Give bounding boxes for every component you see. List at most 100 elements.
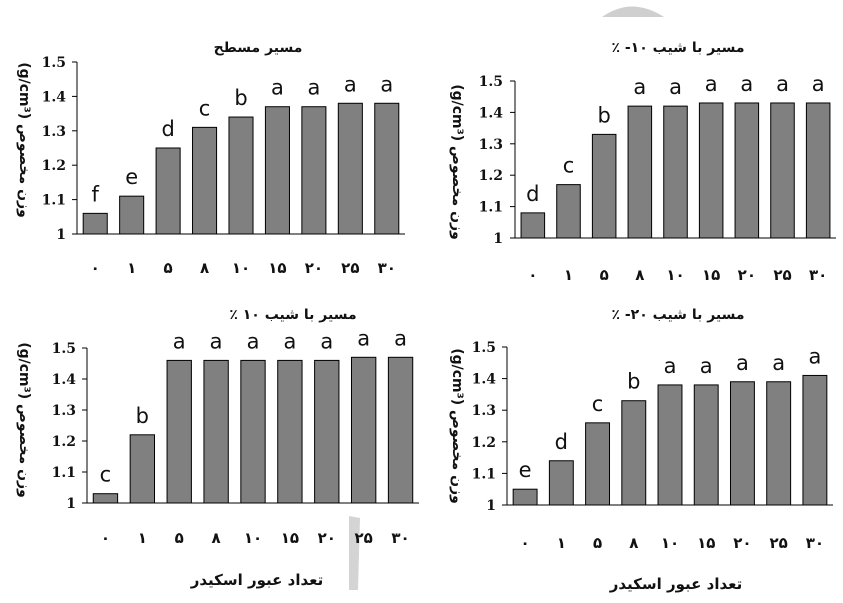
bar-group-label: a — [344, 72, 357, 96]
bar — [264, 106, 290, 235]
bar — [240, 359, 266, 504]
bar — [698, 102, 724, 239]
x-tick-label: ۵ — [164, 259, 173, 277]
x-tick-label: ٢۵ — [773, 266, 791, 284]
x-tick-label: ٢۵ — [770, 534, 788, 552]
x-tick-label: ١۵ — [702, 266, 720, 284]
bar-group-label: a — [812, 72, 825, 96]
chart-4-xlabel: تعداد عبور اسکیدر — [609, 575, 743, 593]
bar-group-label: a — [700, 354, 713, 378]
watermark-arc — [602, 6, 664, 17]
y-tick-label: 1 — [66, 496, 76, 512]
chart-3-xlabel: تعداد عبور اسکیدر — [190, 571, 324, 589]
y-tick-label: 1.4 — [479, 105, 504, 121]
bar-group-label: c — [563, 154, 575, 178]
y-tick-label: 1.4 — [52, 372, 77, 388]
chart-1-title: مسیر مسطح — [214, 40, 303, 56]
chart-4-ylabel: وزن مخصوص (g/cm³) — [449, 348, 465, 504]
bar — [621, 400, 647, 506]
bar — [82, 212, 108, 235]
bar — [203, 359, 229, 504]
bar — [277, 359, 303, 504]
x-tick-label: ٨ — [635, 266, 644, 284]
y-tick-label: 1.4 — [42, 89, 67, 105]
bar — [627, 105, 653, 239]
x-tick-label: ٣٠ — [378, 259, 396, 277]
x-tick-label: ١ — [564, 266, 573, 284]
x-tick-label: ٠ — [101, 529, 110, 547]
bar — [166, 359, 192, 504]
y-tick-label: 1 — [493, 231, 503, 247]
bar-group-label: a — [772, 351, 785, 375]
y-tick-label: 1.2 — [472, 435, 496, 451]
bar — [387, 356, 414, 504]
bar — [591, 133, 617, 239]
bar — [657, 384, 683, 506]
chart-3-title: مسیر با شیب ۱۰ ٪ — [229, 307, 356, 323]
bar — [548, 460, 574, 506]
x-tick-label: ٢۵ — [341, 259, 359, 277]
y-tick-label: 1 — [486, 498, 496, 514]
bar-group-label: a — [669, 75, 682, 99]
bar-group-label: b — [627, 370, 640, 394]
chart-slope-minus20: مسیر با شیب ۲۰- ٪ وزن مخصوص (g/cm³) 1 1.1… — [449, 307, 833, 593]
y-tick-label: 1.1 — [479, 200, 503, 216]
bar-group-label: a — [271, 76, 284, 100]
bar-group-label: b — [136, 404, 149, 428]
bar-group-label: d — [555, 430, 568, 454]
chart-2-title: مسیر با شیب ۱۰- ٪ — [611, 40, 744, 56]
bar — [734, 102, 760, 239]
bar — [119, 195, 145, 235]
bar — [520, 212, 546, 239]
chart-4-title: مسیر با شیب ۲۰- ٪ — [611, 307, 744, 323]
bar — [805, 102, 831, 239]
x-tick-label: ٣٠ — [806, 534, 824, 552]
bar-group-label: a — [394, 326, 407, 350]
chart-slope-plus10: مسیر با شیب ۱۰ ٪ وزن مخصوص (g/cm³) 1 1.1 1… — [16, 307, 419, 589]
chart-1-ylabel: وزن مخصوص (g/cm³) — [16, 62, 32, 218]
x-tick-label: ٢٠ — [738, 266, 756, 284]
bar — [585, 422, 611, 506]
x-tick-label: ٣٠ — [391, 529, 409, 547]
bar — [512, 488, 538, 506]
bar-group-label: a — [664, 354, 677, 378]
y-tick-label: 1.3 — [42, 124, 66, 140]
x-tick-label: ٨ — [212, 529, 221, 547]
bar — [155, 147, 181, 235]
bar-group-label: a — [283, 329, 296, 353]
bar-group-label: a — [320, 329, 333, 353]
x-tick-label: ١۵ — [268, 259, 286, 277]
x-tick-label: ۵ — [175, 529, 184, 547]
y-tick-label: 1 — [56, 227, 66, 243]
bar — [374, 102, 400, 235]
bar — [350, 356, 377, 504]
x-tick-label: ١ — [138, 529, 147, 547]
x-tick-label: ٠ — [521, 534, 530, 552]
x-tick-label: ٢٠ — [318, 529, 336, 547]
bar-group-label: a — [736, 351, 749, 375]
x-tick-label: ٠ — [528, 266, 537, 284]
bar-group-label: c — [592, 392, 604, 416]
x-tick-label: ۵ — [593, 534, 602, 552]
x-tick-label: ١٠ — [666, 266, 684, 284]
bar-group-label: a — [357, 326, 370, 350]
y-tick-label: 1.1 — [42, 193, 66, 209]
y-tick-label: 1.2 — [52, 434, 76, 450]
bar-group-label: a — [705, 72, 718, 96]
x-tick-label: ١ — [557, 534, 566, 552]
x-tick-label: ١۵ — [281, 529, 299, 547]
y-tick-label: 1.1 — [472, 466, 496, 482]
x-tick-label: ١٠ — [244, 529, 262, 547]
bar — [314, 359, 340, 504]
x-tick-label: ١٠ — [232, 259, 250, 277]
y-tick-label: 1.5 — [479, 74, 503, 90]
x-tick-label: ٣٠ — [809, 266, 827, 284]
chart-3-ylabel: وزن مخصوص (g/cm³) — [16, 342, 32, 498]
bar-group-label: e — [125, 165, 138, 189]
y-tick-label: 1.4 — [472, 372, 497, 388]
bar — [693, 384, 719, 506]
bar-group-label: c — [100, 463, 112, 487]
bar-group-label: a — [776, 72, 789, 96]
y-tick-label: 1.3 — [52, 403, 76, 419]
